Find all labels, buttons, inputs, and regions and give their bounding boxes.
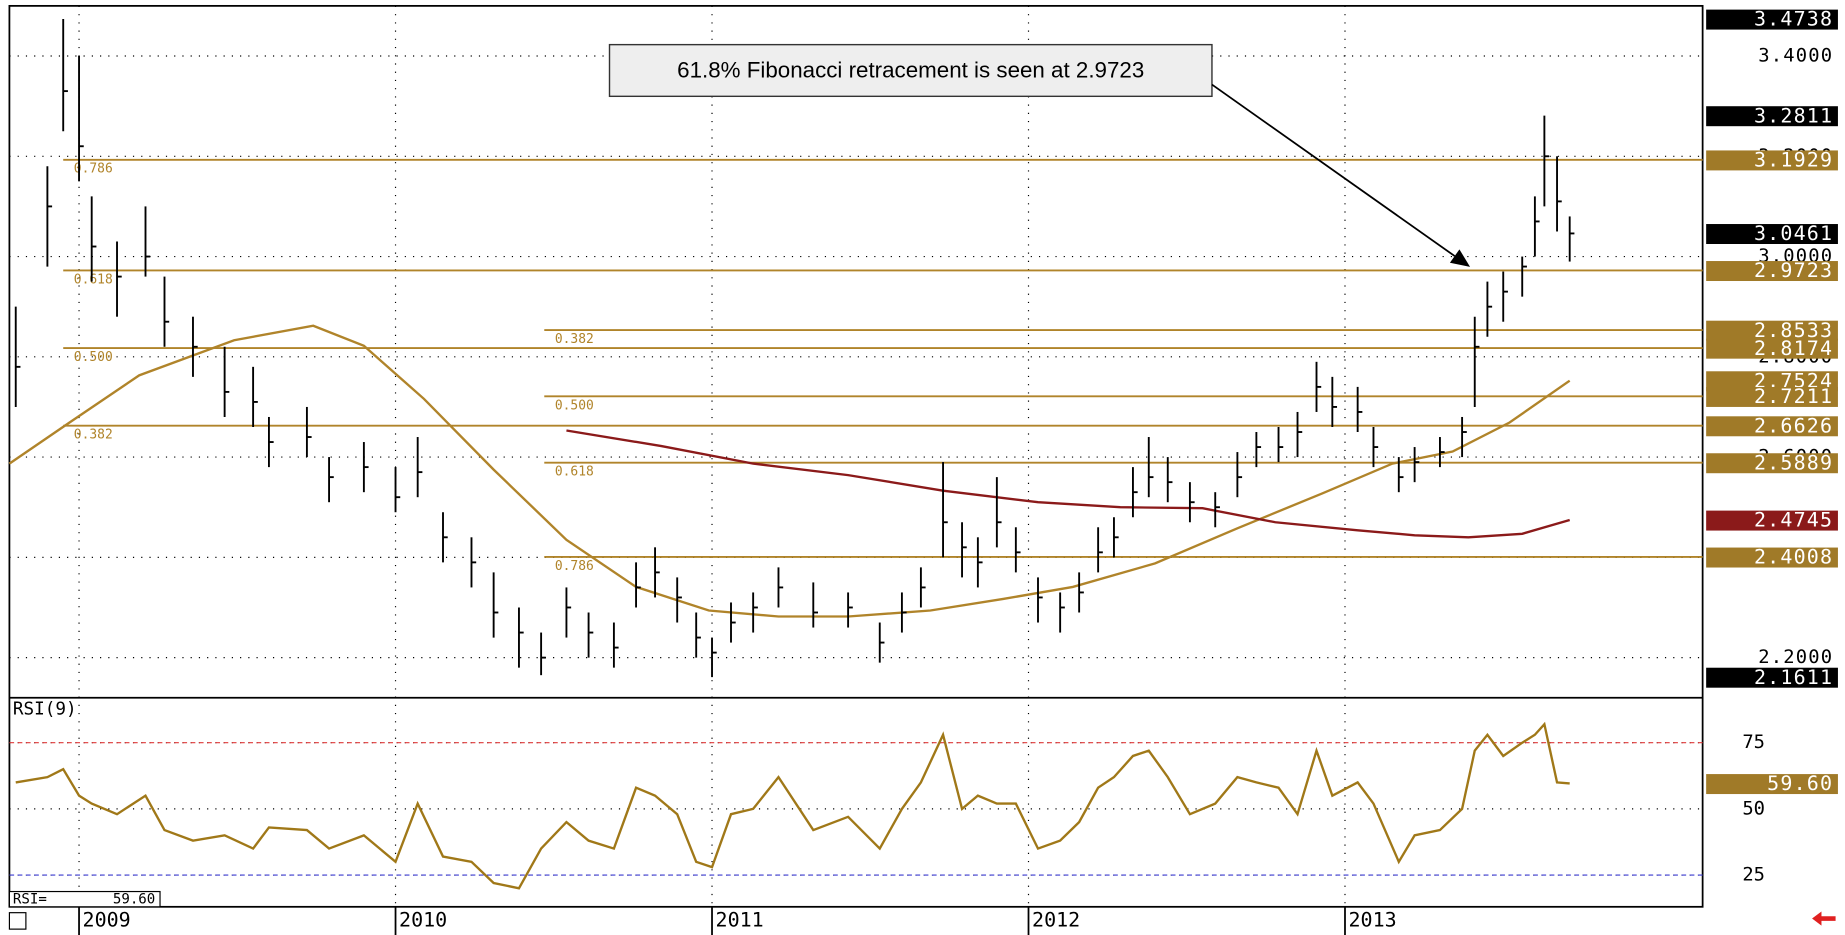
annotation-arrow	[1211, 83, 1456, 257]
price-label: 2.7211	[1754, 384, 1833, 408]
price-label-box	[1706, 667, 1838, 688]
rsi-tick-label: 50	[1742, 798, 1765, 819]
price-label-box	[1706, 224, 1838, 245]
price-label-box	[1706, 261, 1838, 282]
price-label-box	[1706, 510, 1838, 531]
fib-label: 0.382	[74, 428, 113, 443]
price-label: 3.4738	[1754, 7, 1833, 31]
rsi-readout-value: 59.60	[113, 892, 155, 908]
fib-label: 0.618	[555, 465, 594, 480]
corner-box	[8, 912, 27, 930]
price-label-box	[1706, 416, 1838, 437]
rsi-readout-prefix: RSI=	[13, 892, 47, 908]
price-label: 2.4745	[1754, 508, 1833, 532]
annotation-arrowhead	[1449, 249, 1471, 267]
price-label: 3.2811	[1754, 103, 1833, 127]
price-label: 2.1611	[1754, 665, 1833, 689]
x-tick-label: 2013	[1349, 907, 1397, 931]
price-label-box	[1706, 453, 1838, 474]
rsi-tick-label: 75	[1742, 732, 1765, 753]
price-label: 2.7524	[1754, 368, 1833, 392]
price-label-box	[1706, 338, 1838, 359]
price-label-box	[1706, 371, 1838, 392]
rsi-line	[15, 721, 1570, 890]
moving-average	[8, 324, 1571, 618]
x-tick-label: 2010	[399, 907, 447, 931]
moving-average	[566, 429, 1571, 539]
price-label: 3.1929	[1754, 148, 1833, 172]
y-tick-label: 2.2000	[1758, 647, 1833, 668]
price-label: 2.5889	[1754, 450, 1833, 474]
fib-label: 0.786	[74, 162, 113, 177]
price-label: 2.9723	[1754, 258, 1833, 282]
fib-label: 0.786	[555, 559, 594, 574]
price-label: 3.0461	[1754, 221, 1833, 245]
rsi-title: RSI(9)	[13, 699, 77, 719]
fib-label: 0.500	[74, 350, 113, 365]
annotation-box	[608, 43, 1213, 98]
fib-label: 0.382	[555, 332, 594, 347]
price-label-box	[1706, 386, 1838, 407]
rsi-value-label: 59.60	[1767, 771, 1833, 795]
rsi-readout-box	[8, 890, 161, 908]
price-label: 2.8533	[1754, 318, 1833, 342]
price-label-box	[1706, 106, 1838, 127]
plot-frame	[8, 4, 1704, 908]
x-tick-label: 2011	[716, 907, 764, 931]
price-label: 2.8174	[1754, 336, 1833, 360]
annotation-text: 61.8% Fibonacci retracement is seen at 2…	[677, 58, 1144, 83]
price-label-box	[1706, 320, 1838, 341]
scroll-arrow[interactable]	[1812, 911, 1836, 926]
fib-label: 0.500	[555, 398, 594, 413]
fib-label: 0.618	[74, 272, 113, 287]
price-label: 2.6626	[1754, 413, 1833, 437]
price-label: 2.4008	[1754, 545, 1833, 569]
rsi-value-box	[1706, 774, 1838, 795]
x-tick-label: 2009	[83, 907, 131, 931]
x-tick-label: 2012	[1032, 907, 1080, 931]
price-label-box	[1706, 150, 1838, 171]
rsi-tick-label: 25	[1742, 865, 1765, 886]
y-tick-label: 3.4000	[1758, 46, 1833, 67]
price-label-box	[1706, 9, 1838, 30]
price-label-box	[1706, 547, 1838, 568]
